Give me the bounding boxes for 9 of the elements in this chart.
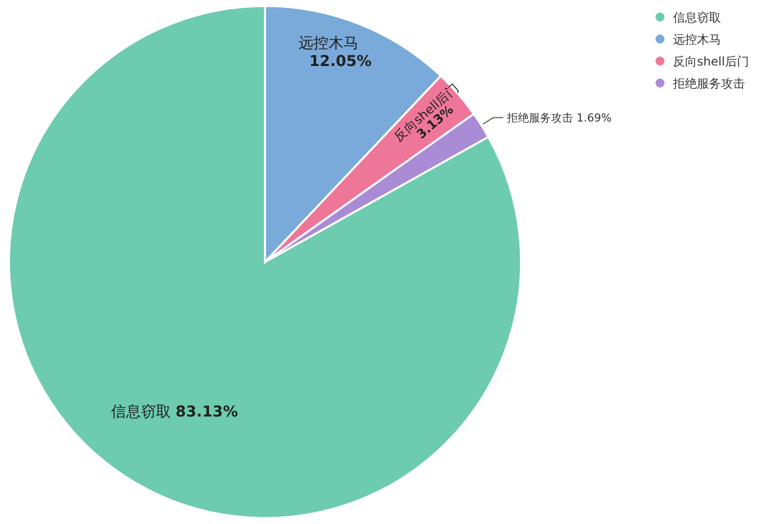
legend-label: 远控木马: [673, 32, 721, 46]
slice-label: 远控木马: [298, 34, 358, 52]
category-label: 拒绝服务攻击 1.69%: [507, 112, 612, 125]
slice-label: 信息窃取: [110, 402, 171, 421]
data-label: 12.05%: [309, 52, 372, 70]
legend-label: 反向shell后门: [673, 54, 749, 68]
legend-label: 信息窃取: [673, 10, 721, 24]
data-label: 83.13%: [176, 402, 238, 421]
legend-label: 拒绝服务攻击: [672, 76, 745, 90]
